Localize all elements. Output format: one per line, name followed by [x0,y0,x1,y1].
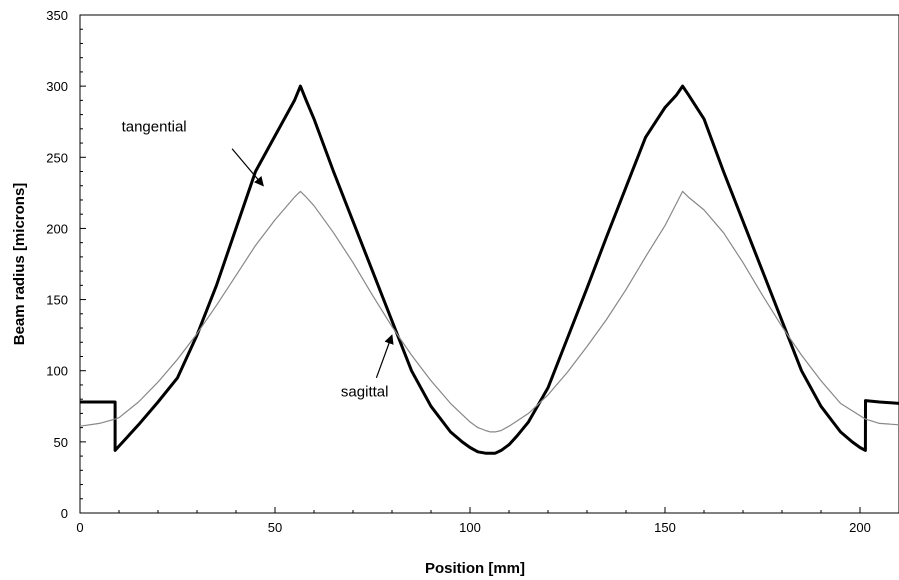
y-axis-title: Beam radius [microns] [11,183,28,346]
x-tick-label: 50 [268,520,282,535]
y-tick-label: 350 [46,8,68,23]
x-tick-label: 0 [76,520,83,535]
y-tick-label: 0 [61,506,68,521]
y-tick-label: 200 [46,221,68,236]
annotation-arrow-tangential [231,148,264,187]
series-line-sagittal [79,190,899,433]
annotation-tangential: tangential [122,119,187,136]
y-axis-ticks: 0 50 100 150 200 250 300 350 [46,8,86,521]
x-tick-label: 150 [654,520,676,535]
y-tick-label: 150 [46,293,68,308]
y-tick-label: 50 [54,435,68,450]
y-tick-label: 100 [46,364,68,379]
y-tick-label: 300 [46,79,68,94]
x-axis-ticks: 0 50 100 150 200 [76,507,899,535]
annotation-sagittal: sagittal [341,383,389,400]
x-axis-title: Position [mm] [425,560,525,577]
series-line-tangential [80,84,899,455]
annotation-layer: tangential sagittal [122,119,394,400]
plot-area [79,14,899,514]
plot-frame [79,14,899,514]
y-tick-label: 250 [46,150,68,165]
series-layer [79,84,899,455]
annotation-arrow-sagittal [375,334,394,379]
x-tick-label: 200 [849,520,871,535]
x-tick-label: 100 [459,520,481,535]
